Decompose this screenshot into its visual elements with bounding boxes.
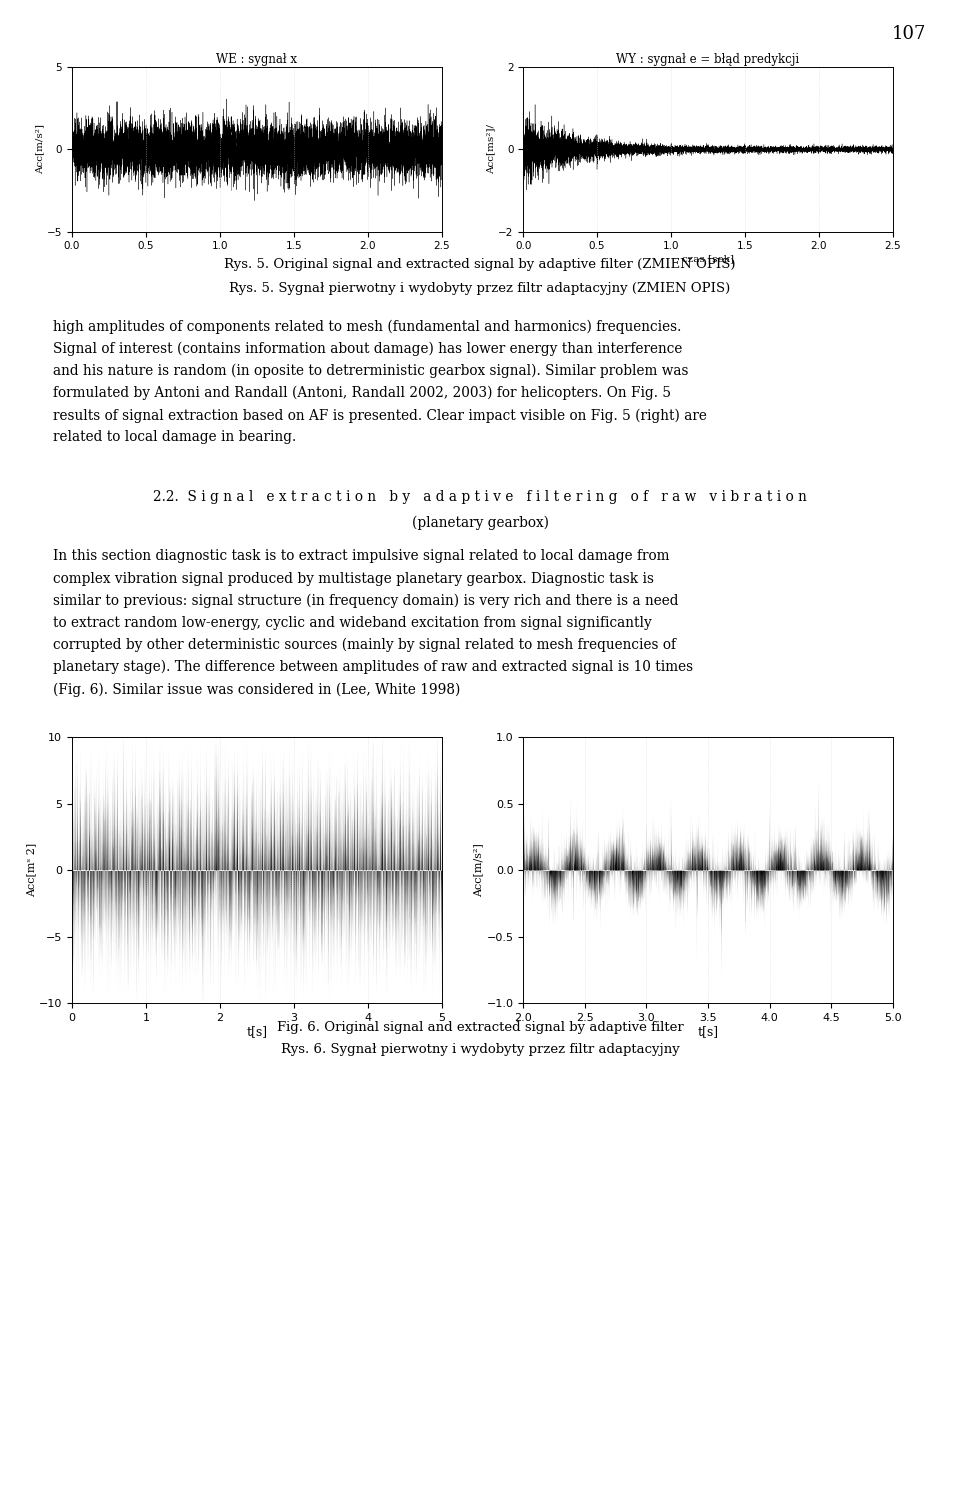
X-axis label: t[s]: t[s] bbox=[246, 1025, 268, 1038]
Text: (Fig. 6). Similar issue was considered in (Lee, White 1998): (Fig. 6). Similar issue was considered i… bbox=[53, 683, 460, 696]
Text: corrupted by other deterministic sources (mainly by signal related to mesh frequ: corrupted by other deterministic sources… bbox=[53, 638, 676, 653]
Text: Signal of interest (contains information about damage) has lower energy than int: Signal of interest (contains information… bbox=[53, 342, 683, 356]
Text: Rys. 6. Sygnał pierwotny i wydobyty przez filtr adaptacyjny: Rys. 6. Sygnał pierwotny i wydobyty prze… bbox=[280, 1043, 680, 1056]
Text: 2.2.  S i g n a l   e x t r a c t i o n   b y   a d a p t i v e   f i l t e r i : 2.2. S i g n a l e x t r a c t i o n b y… bbox=[153, 490, 807, 503]
Title: WE : sygnał x: WE : sygnał x bbox=[216, 54, 298, 66]
Text: similar to previous: signal structure (in frequency domain) is very rich and the: similar to previous: signal structure (i… bbox=[53, 593, 679, 608]
Y-axis label: Acc[ms²]/: Acc[ms²]/ bbox=[487, 124, 495, 175]
Text: 107: 107 bbox=[892, 25, 926, 43]
Text: formulated by Antoni and Randall (Antoni, Randall 2002, 2003) for helicopters. O: formulated by Antoni and Randall (Antoni… bbox=[53, 385, 671, 400]
Y-axis label: Acc[m/s²]: Acc[m/s²] bbox=[36, 124, 44, 175]
Title: WY : sygnał e = błąd predykcji: WY : sygnał e = błąd predykcji bbox=[616, 54, 800, 66]
Text: results of signal extraction based on AF is presented. Clear impact visible on F: results of signal extraction based on AF… bbox=[53, 408, 707, 423]
Text: Rys. 5. Original signal and extracted signal by adaptive filter (ZMIEN OPIS): Rys. 5. Original signal and extracted si… bbox=[225, 258, 735, 272]
Text: related to local damage in bearing.: related to local damage in bearing. bbox=[53, 430, 296, 444]
Text: high amplitudes of components related to mesh (fundamental and harmonics) freque: high amplitudes of components related to… bbox=[53, 320, 682, 335]
Text: planetary stage). The difference between amplitudes of raw and extracted signal : planetary stage). The difference between… bbox=[53, 660, 693, 674]
Text: and his nature is random (in oposite to detrerministic gearbox signal). Similar : and his nature is random (in oposite to … bbox=[53, 365, 688, 378]
Y-axis label: Acc[mˢ 2]: Acc[mˢ 2] bbox=[26, 843, 36, 898]
Text: In this section diagnostic task is to extract impulsive signal related to local : In this section diagnostic task is to ex… bbox=[53, 550, 669, 563]
Text: Fig. 6. Original signal and extracted signal by adaptive filter: Fig. 6. Original signal and extracted si… bbox=[276, 1020, 684, 1034]
Text: (planetary gearbox): (planetary gearbox) bbox=[412, 515, 548, 529]
Text: to extract random low-energy, cyclic and wideband excitation from signal signifi: to extract random low-energy, cyclic and… bbox=[53, 616, 652, 630]
X-axis label: t[s]: t[s] bbox=[697, 1025, 719, 1038]
Text: Rys. 5. Sygnał pierwotny i wydobyty przez filtr adaptacyjny (ZMIEN OPIS): Rys. 5. Sygnał pierwotny i wydobyty prze… bbox=[229, 282, 731, 296]
X-axis label: czas [sek]: czas [sek] bbox=[682, 254, 734, 263]
Y-axis label: Acc[m/s²]: Acc[m/s²] bbox=[473, 843, 484, 896]
Text: complex vibration signal produced by multistage planetary gearbox. Diagnostic ta: complex vibration signal produced by mul… bbox=[53, 572, 654, 586]
